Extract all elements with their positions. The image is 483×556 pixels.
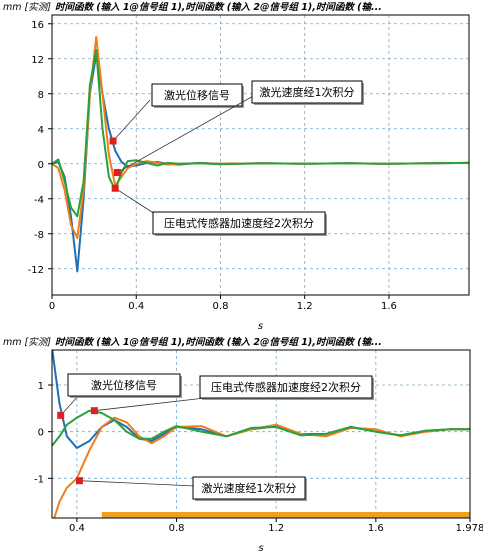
series-line-3: [52, 409, 470, 447]
annotation-box: [67, 373, 181, 397]
x-tick-label: 1.6: [368, 523, 384, 534]
annotation-marker: [111, 184, 119, 192]
series-group: [52, 350, 470, 518]
annotation-label: 激光速度经1次积分: [260, 85, 355, 99]
y-tick-label: 1: [38, 381, 44, 392]
series-line-3: [52, 49, 469, 218]
annotation-label: 压电式传感器加速度经2次积分: [164, 216, 314, 230]
annotation-marker: [109, 137, 117, 145]
y-tick-label: 0: [38, 160, 44, 171]
annotation-box: [151, 83, 243, 107]
annotation-box: [199, 375, 373, 399]
y-tick-label: 0: [38, 428, 44, 439]
unit-label: mm [实测]: [3, 1, 51, 13]
y-tick-label: 4: [38, 125, 44, 136]
annotation-leader: [79, 480, 196, 487]
y-tick-label: 8: [38, 90, 44, 101]
annotation-leader: [94, 397, 206, 412]
annotation-box: [251, 80, 363, 104]
annotation-box: [152, 211, 326, 235]
annotation-leader: [114, 187, 156, 215]
annotation-label: 激光位移信号: [164, 88, 230, 102]
x-tick-label: 1.978: [456, 523, 483, 534]
unit-label: mm [实测]: [3, 336, 51, 348]
annotation-leader: [117, 94, 256, 173]
annotation-leader: [112, 99, 151, 142]
chart-panel-2: mm [实测] 时间函数 (输入 1@信号组 1),时间函数 (输入 2@信号组 …: [3, 336, 483, 554]
annotation-marker: [75, 477, 83, 485]
series-line-2: [53, 416, 470, 518]
annotation-label: 激光位移信号: [91, 378, 157, 392]
x-tick-label: 1.6: [381, 301, 397, 312]
x-axis-label: s: [258, 543, 263, 554]
x-tick-label: 1.2: [268, 523, 284, 534]
annotation-marker: [113, 169, 121, 176]
annotation-box: [192, 476, 306, 500]
plot-border: [51, 14, 470, 296]
chart-title: 时间函数 (输入 1@信号组 1),时间函数 (输入 2@信号组 1),时间函数…: [55, 336, 382, 348]
x-tick-label: 0.4: [128, 301, 144, 312]
x-tick-label: 0.8: [213, 301, 229, 312]
chart-title: 时间函数 (输入 1@信号组 1),时间函数 (输入 2@信号组 1),时间函数…: [55, 1, 382, 13]
x-tick-label: 0.4: [69, 523, 85, 534]
x-axis-label: s: [258, 321, 263, 332]
range-bar: [101, 512, 470, 518]
plot-area: [52, 15, 469, 295]
annotation-marker: [57, 411, 65, 419]
chart-panel-1: mm [实测] 时间函数 (输入 1@信号组 1),时间函数 (输入 2@信号组 …: [3, 1, 470, 332]
annotation-label: 压电式传感器加速度经2次积分: [211, 380, 361, 394]
y-tick-label: -1: [34, 474, 44, 485]
y-tick-label: -4: [34, 195, 44, 206]
x-tick-label: 0: [49, 301, 55, 312]
y-tick-label: -8: [34, 230, 44, 241]
y-tick-label: 16: [31, 20, 44, 31]
y-tick-label: 12: [31, 55, 44, 66]
x-tick-label: 1.2: [297, 301, 313, 312]
annotation-marker: [90, 407, 98, 415]
plot-border: [51, 349, 471, 519]
annotation-label: 激光速度经1次积分: [202, 481, 297, 495]
y-tick-label: -12: [28, 265, 44, 276]
series-group: [52, 35, 469, 273]
x-tick-label: 0.8: [169, 523, 185, 534]
